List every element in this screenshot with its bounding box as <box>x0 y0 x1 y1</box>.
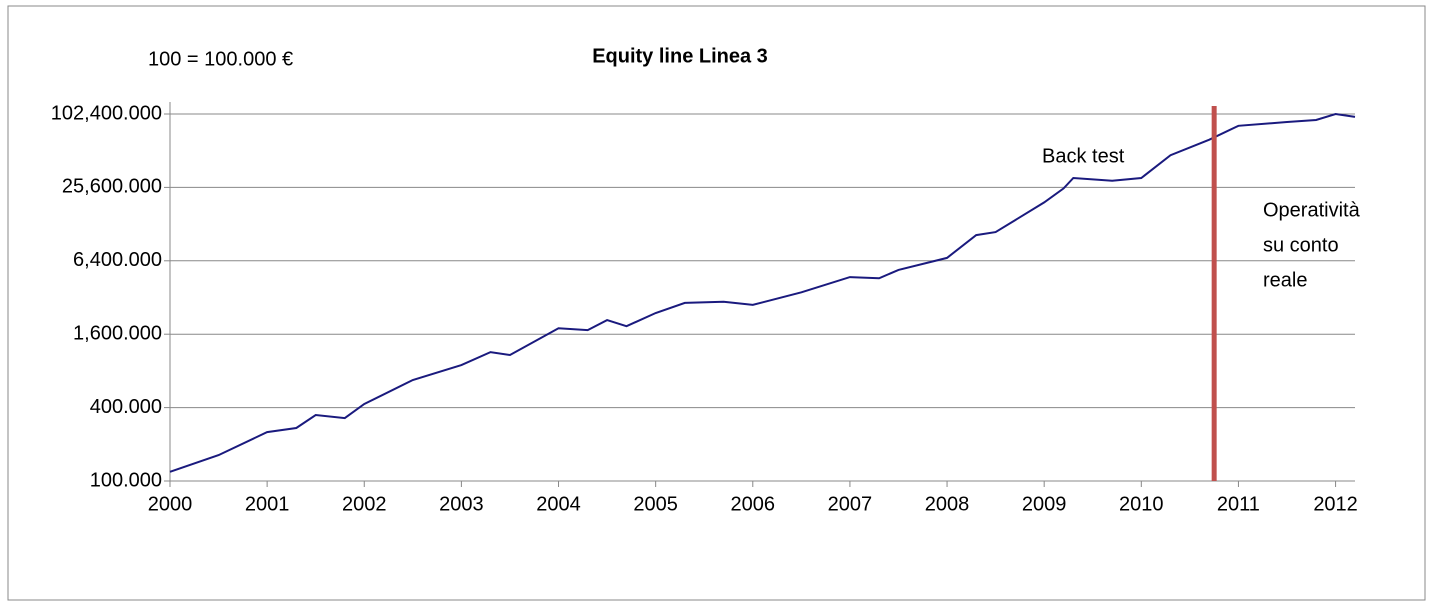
x-tick-label: 2010 <box>1119 493 1164 515</box>
x-tick-label: 2006 <box>731 493 776 515</box>
y-tick-label: 102,400.000 <box>51 102 162 124</box>
y-tick-label: 6,400.000 <box>73 249 162 271</box>
annotation: su conto <box>1263 234 1339 256</box>
y-tick-label: 1,600.000 <box>73 322 162 344</box>
equity-line <box>169 112 1356 473</box>
annotation: Back test <box>1042 145 1125 167</box>
x-tick-label: 2003 <box>439 493 484 515</box>
x-tick-label: 2004 <box>536 493 581 515</box>
x-tick-label: 2007 <box>828 493 873 515</box>
x-tick-label: 2008 <box>925 493 970 515</box>
x-tick-label: 2000 <box>148 493 193 515</box>
subtitle: 100 = 100.000 € <box>148 48 293 70</box>
x-tick-label: 2011 <box>1217 493 1260 515</box>
y-tick-label: 400.000 <box>90 396 162 418</box>
chart-title: Equity line Linea 3 <box>592 45 768 67</box>
x-tick-label: 2002 <box>342 493 387 515</box>
x-tick-label: 2001 <box>245 493 290 515</box>
x-tick-label: 2009 <box>1022 493 1067 515</box>
y-tick-label: 100.000 <box>90 469 162 491</box>
x-tick-label: 2005 <box>633 493 678 515</box>
annotation: reale <box>1263 269 1307 291</box>
annotation: Operatività <box>1263 199 1361 221</box>
y-tick-label: 25,600.000 <box>62 176 162 198</box>
x-tick-label: 2012 <box>1313 493 1358 515</box>
